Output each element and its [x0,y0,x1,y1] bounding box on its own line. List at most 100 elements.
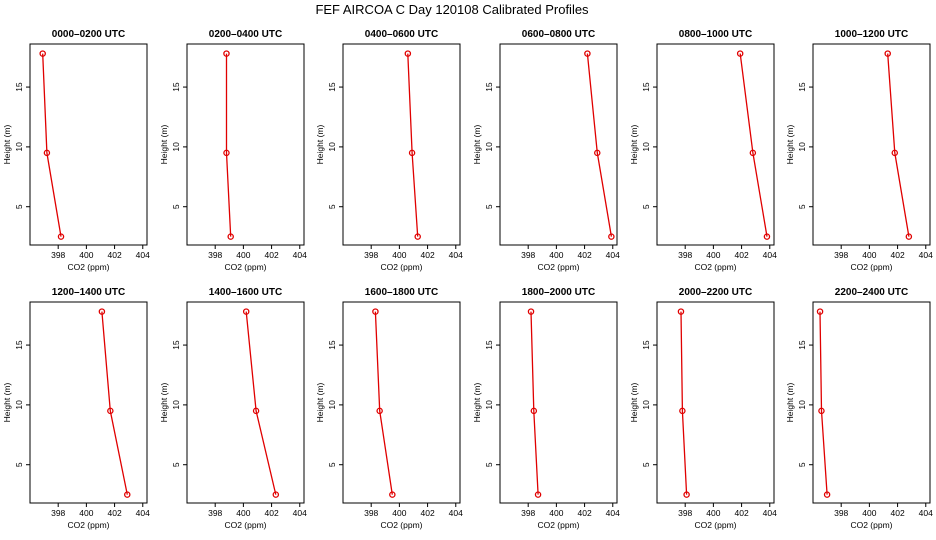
y-tick-label: 15 [327,340,337,350]
y-axis-label: Height (m) [785,125,795,165]
panel-9: 1600–1800 UTC 398 400 402 404 5 10 15 CO2 (ppm) H… [315,287,463,530]
profile-point [608,233,615,240]
profile-point [679,407,686,415]
profile-point [594,149,601,157]
x-axis-label: CO2 (ppm) [850,520,892,530]
y-axis-label: Height (m) [315,383,325,423]
y-axis-label: Height (m) [2,125,12,165]
x-tick-label: 402 [107,508,121,518]
profile-point [818,407,825,415]
y-axis-label: Height (m) [472,383,482,423]
x-axis-label: CO2 (ppm) [380,520,422,530]
panel-title: 0800–1000 UTC [679,29,752,40]
panel-title: 1800–2000 UTC [522,287,595,298]
plot-frame [186,301,305,504]
y-axis-label: Height (m) [315,125,325,165]
x-axis-label: CO2 (ppm) [694,520,736,530]
y-tick-label: 10 [171,400,181,410]
x-tick-label: 404 [606,508,620,518]
panel-title: 0000–0200 UTC [52,29,125,40]
x-tick-label: 402 [420,508,434,518]
x-axis-label: CO2 (ppm) [537,520,579,530]
x-tick-label: 404 [606,250,620,260]
profile-line [245,311,277,495]
x-tick-label: 398 [521,508,535,518]
y-tick-label: 5 [797,204,807,209]
y-tick-label: 10 [641,400,651,410]
profile-point [252,407,260,415]
y-tick-label: 15 [797,82,807,92]
y-tick-label: 15 [641,340,651,350]
x-tick-label: 402 [420,250,434,260]
x-tick-label: 398 [208,508,222,518]
profile-line [374,311,393,495]
panel-5: 0800–1000 UTC 398 400 402 404 5 10 15 CO2 (ppm) H… [629,29,777,272]
plot-frame [656,301,775,504]
profile-line [225,53,232,237]
plot-frame [812,301,931,504]
x-tick-label: 400 [79,508,93,518]
x-tick-label: 400 [862,250,876,260]
y-axis-label: Height (m) [159,383,169,423]
plot-frame [186,43,305,246]
plot-frame [29,43,148,246]
x-tick-label: 400 [706,250,720,260]
x-axis-label: CO2 (ppm) [224,520,266,530]
y-tick-label: 15 [14,82,24,92]
profile-point [884,50,891,57]
y-tick-label: 10 [327,142,337,152]
profile-point [227,233,234,240]
y-tick-label: 15 [171,340,181,350]
x-tick-label: 404 [919,508,933,518]
x-tick-label: 404 [763,508,777,518]
figure-title: FEF AIRCOA C Day 120108 Calibrated Profi… [315,2,589,17]
profile-point [816,308,824,315]
profile-point [763,233,771,240]
x-tick-label: 398 [834,508,848,518]
profile-point [683,491,690,498]
panel-title: 2200–2400 UTC [835,287,908,298]
y-tick-label: 15 [641,82,651,92]
panel-2: 0200–0400 UTC 398 400 402 404 5 10 15 CO2 (ppm) H… [159,29,307,272]
panel-title: 0200–0400 UTC [209,29,282,40]
profile-point [223,149,230,157]
x-tick-label: 400 [549,250,563,260]
x-tick-label: 402 [577,508,591,518]
panel-11: 2000–2200 UTC 398 400 402 404 5 10 15 CO2 (ppm) H… [629,287,777,530]
x-tick-label: 402 [734,250,748,260]
y-tick-label: 10 [327,400,337,410]
profile-point [823,491,831,498]
x-tick-label: 400 [862,508,876,518]
x-tick-label: 404 [293,250,307,260]
profile-line [530,311,539,495]
x-tick-label: 402 [577,250,591,260]
profile-point [677,308,685,315]
x-tick-label: 404 [449,250,463,260]
panel-title: 1600–1800 UTC [365,287,438,298]
y-tick-label: 15 [484,82,494,92]
y-tick-label: 15 [327,82,337,92]
x-tick-label: 398 [521,250,535,260]
panel-7: 1200–1400 UTC 398 400 402 404 5 10 15 CO2 (ppm) H… [2,287,150,530]
panel-6: 1000–1200 UTC 398 400 402 404 5 10 15 CO2 (ppm) H… [785,29,933,272]
plot-frame [812,43,931,246]
x-tick-label: 402 [734,508,748,518]
x-tick-label: 398 [364,508,378,518]
profile-point [749,149,757,157]
plot-frame [499,43,618,246]
x-tick-label: 402 [890,250,904,260]
profile-point [376,407,383,415]
y-tick-label: 10 [171,142,181,152]
panel-title: 2000–2200 UTC [679,287,752,298]
y-tick-label: 5 [484,204,494,209]
profile-line [101,311,128,495]
x-tick-label: 404 [919,250,933,260]
profile-point [414,233,421,240]
x-tick-label: 400 [706,508,720,518]
y-axis-label: Height (m) [472,125,482,165]
profile-point [372,308,379,315]
x-tick-label: 400 [549,508,563,518]
y-tick-label: 5 [797,462,807,467]
x-tick-label: 398 [51,508,65,518]
panel-title: 1400–1600 UTC [209,287,282,298]
